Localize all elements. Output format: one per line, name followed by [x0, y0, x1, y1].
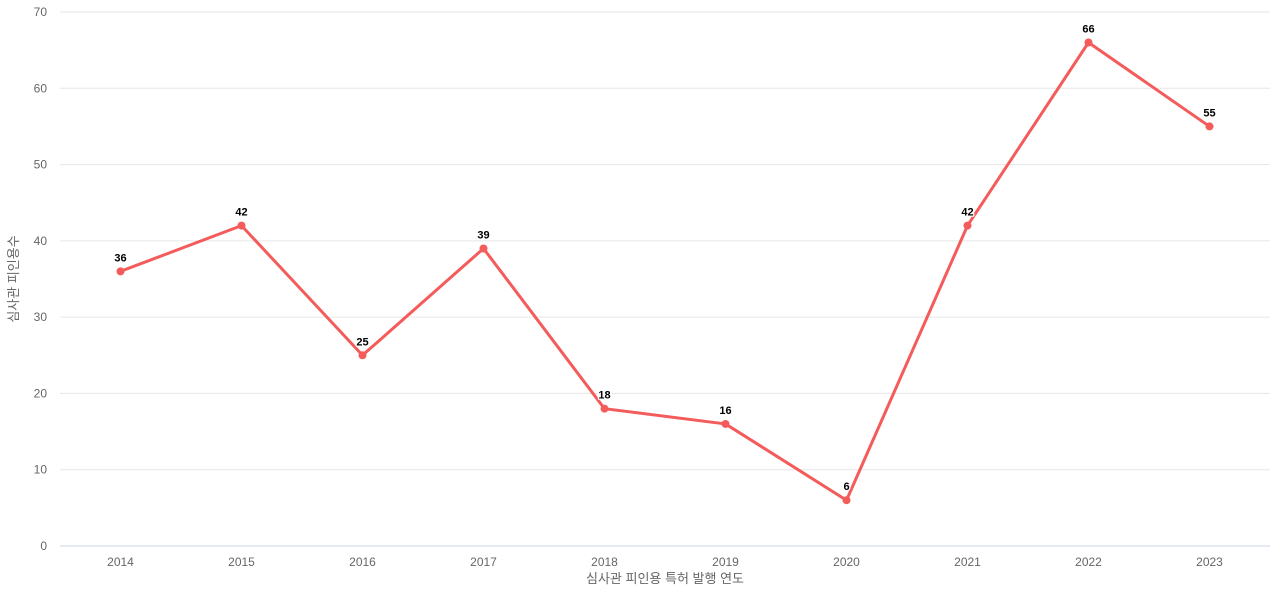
x-tick-label: 2014 [107, 555, 134, 569]
data-point-marker[interactable] [237, 221, 246, 230]
x-tick-label: 2018 [591, 555, 618, 569]
y-axis-title: 심사관 피인용수 [6, 235, 21, 322]
y-tick-label: 20 [34, 386, 48, 400]
data-point-marker[interactable] [116, 267, 125, 276]
series-markers [116, 38, 1214, 505]
y-gridlines [60, 11, 1270, 471]
data-point-marker[interactable] [479, 244, 488, 253]
x-tick-label: 2015 [228, 555, 255, 569]
series-data-labels: 36 42 25 39 18 16 6 42 66 55 [113, 22, 1217, 494]
data-point-label: 55 [1203, 107, 1215, 119]
x-axis-tick-labels: 2014 2015 2016 2017 2018 2019 2020 2021 2022 2023 [107, 555, 1223, 569]
data-point-marker[interactable] [1084, 38, 1093, 47]
y-tick-label: 40 [34, 234, 48, 248]
x-tick-label: 2023 [1196, 555, 1223, 569]
data-point-marker[interactable] [963, 221, 972, 230]
y-tick-label: 60 [34, 81, 48, 95]
x-tick-label: 2019 [712, 555, 739, 569]
y-tick-label: 50 [34, 158, 48, 172]
data-point-marker[interactable] [358, 351, 367, 360]
series-line [119, 41, 1211, 502]
data-point-label: 6 [843, 481, 849, 493]
x-tick-label: 2022 [1075, 555, 1102, 569]
x-tick-label: 2021 [954, 555, 981, 569]
data-point-marker[interactable] [842, 496, 851, 505]
y-tick-label: 30 [34, 310, 48, 324]
data-point-label: 36 [114, 252, 126, 264]
y-tick-label: 70 [34, 5, 48, 19]
data-point-label: 16 [719, 405, 731, 417]
data-point-label: 42 [961, 207, 973, 219]
data-point-label: 39 [477, 229, 489, 241]
data-point-marker[interactable] [600, 404, 609, 413]
x-tick-label: 2020 [833, 555, 860, 569]
y-axis-tick-labels: 0 10 20 30 40 50 60 70 [34, 5, 48, 553]
data-point-marker[interactable] [721, 419, 730, 428]
y-tick-label: 10 [34, 463, 48, 477]
x-tick-label: 2016 [349, 555, 376, 569]
data-point-label: 25 [356, 336, 368, 348]
data-point-label: 18 [598, 390, 610, 402]
data-point-label: 66 [1082, 24, 1094, 36]
x-axis-title: 심사관 피인용 특허 발행 연도 [586, 571, 744, 586]
y-tick-label: 0 [40, 539, 47, 553]
data-point-label: 42 [235, 207, 247, 219]
data-point-marker[interactable] [1205, 122, 1214, 131]
x-tick-label: 2017 [470, 555, 497, 569]
